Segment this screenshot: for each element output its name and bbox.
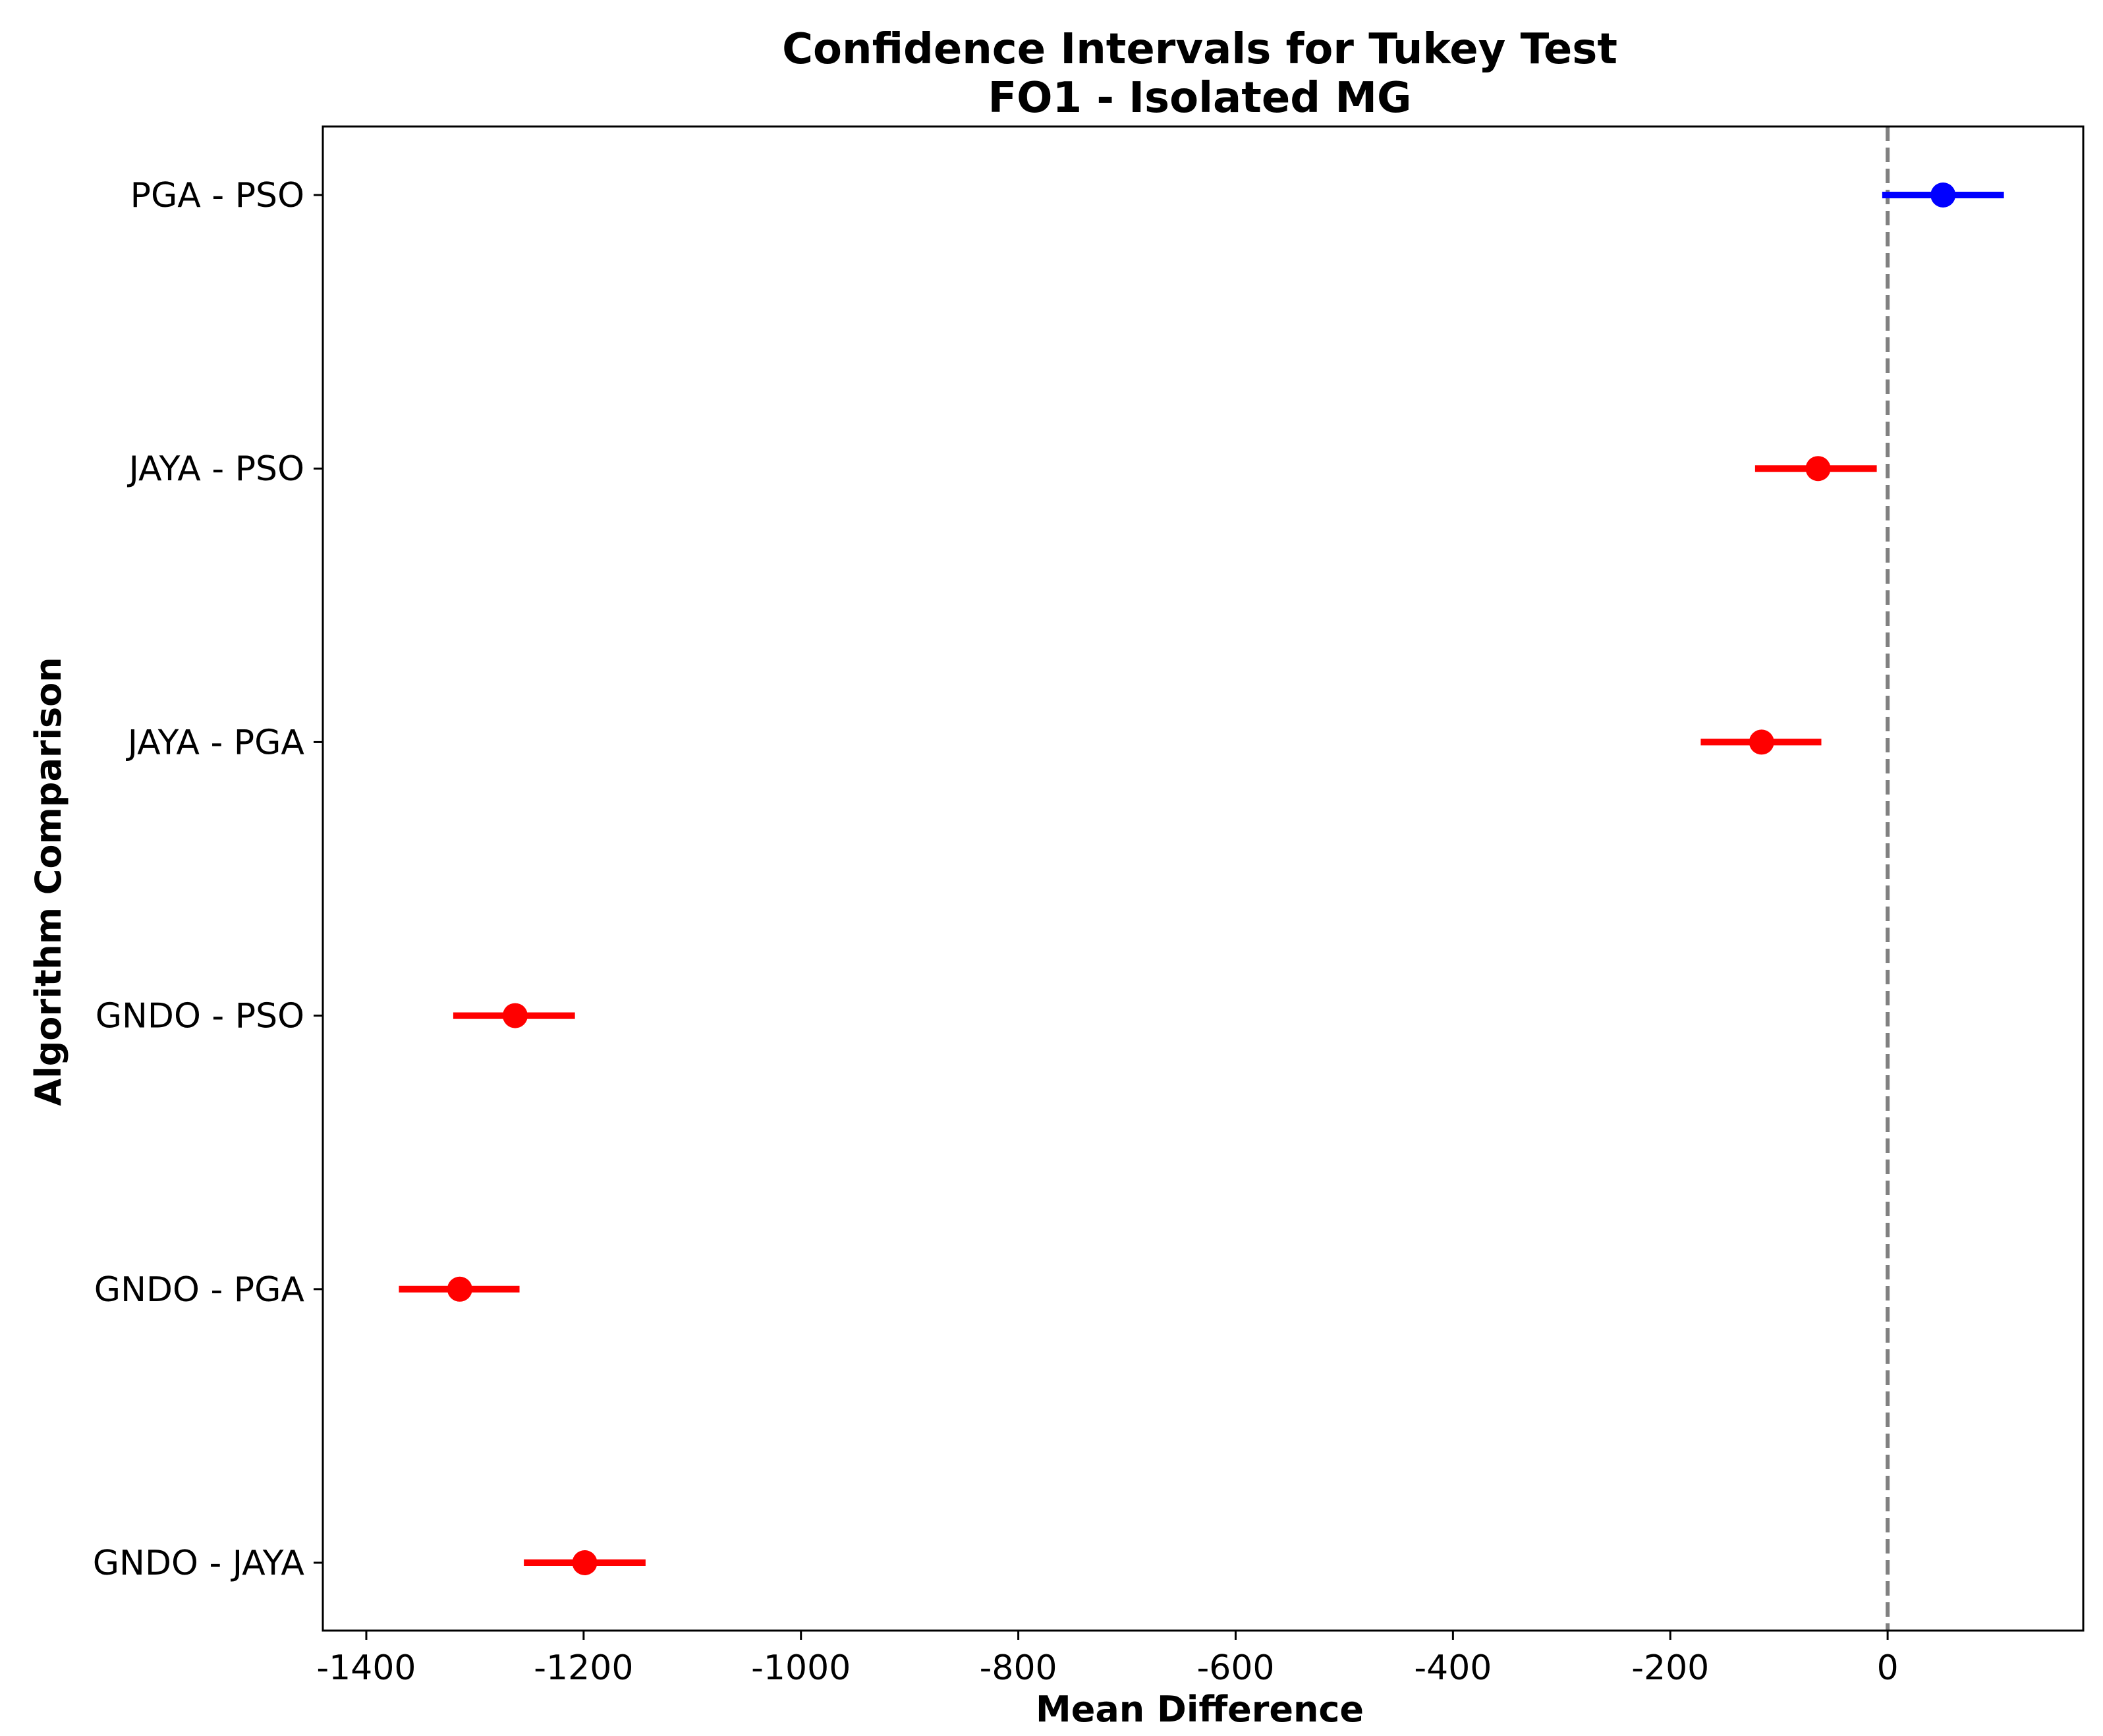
chart-subtitle: FO1 - Isolated MG xyxy=(988,74,1411,123)
x-tick-label: -800 xyxy=(980,1648,1057,1688)
x-axis: -1400 -1200 -1000 -800 -600 -400 -200 0 xyxy=(316,1631,1899,1688)
y-axis-label: Algorithm Comparison xyxy=(28,657,69,1106)
x-tick-label: -1200 xyxy=(534,1648,633,1688)
mean-point xyxy=(572,1550,598,1575)
x-tick-label: -600 xyxy=(1196,1648,1274,1688)
x-tick-label: -400 xyxy=(1414,1648,1492,1688)
mean-point xyxy=(502,1003,528,1028)
mean-point xyxy=(1805,456,1831,482)
x-tick-label: -1000 xyxy=(751,1648,851,1688)
x-tick-label: 0 xyxy=(1877,1648,1899,1688)
y-tick-label: JAYA - PGA xyxy=(126,723,305,762)
x-tick-label: -200 xyxy=(1631,1648,1709,1688)
mean-point xyxy=(447,1276,472,1302)
mean-point xyxy=(1749,729,1774,755)
plot-frame xyxy=(322,125,2085,1632)
y-axis: PGA - PSO JAYA - PSO JAYA - PGA GNDO - PSO G… xyxy=(93,176,323,1583)
plot-area xyxy=(399,126,2004,1631)
y-tick-label: PGA - PSO xyxy=(130,176,304,215)
mean-point xyxy=(1930,182,1956,208)
y-tick-label: GNDO - PGA xyxy=(94,1270,305,1310)
y-tick-label: JAYA - PSO xyxy=(127,449,304,489)
x-tick-label: -1400 xyxy=(316,1648,416,1688)
y-tick-label: GNDO - JAYA xyxy=(93,1544,305,1583)
x-axis-label: Mean Difference xyxy=(1036,1689,1364,1730)
chart-title: Confidence Intervals for Tukey Test xyxy=(782,25,1617,74)
y-tick-label: GNDO - PSO xyxy=(96,997,304,1036)
